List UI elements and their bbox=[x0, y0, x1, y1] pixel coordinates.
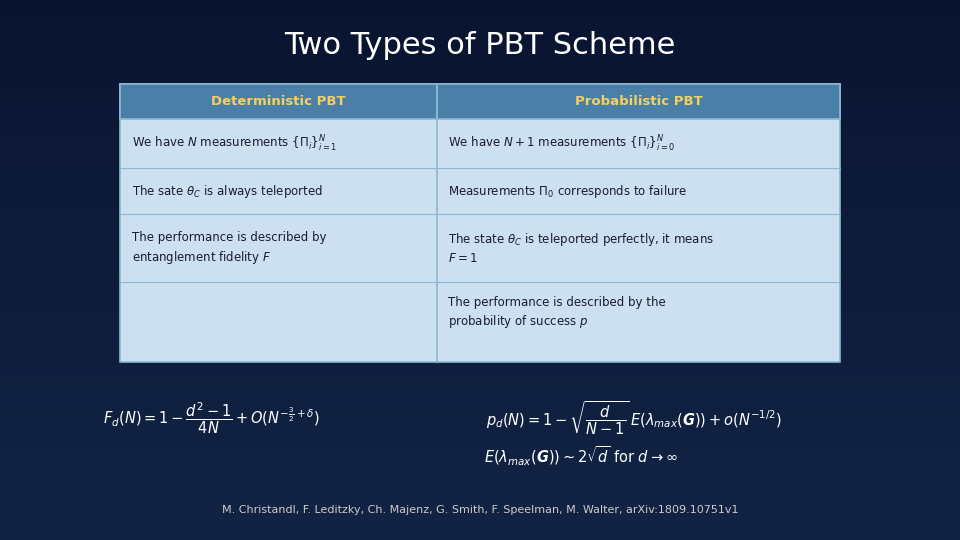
Text: Measurements $\Pi_0$ corresponds to failure: Measurements $\Pi_0$ corresponds to fail… bbox=[448, 183, 687, 200]
Text: The sate $\theta_C$ is always teleported: The sate $\theta_C$ is always teleported bbox=[132, 183, 323, 200]
FancyBboxPatch shape bbox=[120, 84, 437, 119]
Text: Deterministic PBT: Deterministic PBT bbox=[211, 94, 346, 108]
FancyBboxPatch shape bbox=[120, 84, 840, 362]
Text: Probabilistic PBT: Probabilistic PBT bbox=[574, 94, 703, 108]
Text: We have $N+1$ measurements $\{\Pi_i\}_{i=0}^{N}$: We have $N+1$ measurements $\{\Pi_i\}_{i… bbox=[448, 133, 676, 154]
Text: $F_d(N) = 1 - \dfrac{d^2-1}{4N} + O(N^{-\frac{3}{2}+\delta})$: $F_d(N) = 1 - \dfrac{d^2-1}{4N} + O(N^{-… bbox=[103, 401, 320, 436]
Text: Two Types of PBT Scheme: Two Types of PBT Scheme bbox=[284, 31, 676, 60]
FancyBboxPatch shape bbox=[437, 84, 840, 119]
Text: $E(\lambda_{max}(\boldsymbol{G}))\sim 2\sqrt{d}\text{ for }d\to\infty$: $E(\lambda_{max}(\boldsymbol{G}))\sim 2\… bbox=[484, 444, 678, 468]
Text: $p_d(N) = 1 - \sqrt{\dfrac{d}{N-1}}\,E(\lambda_{max}(\boldsymbol{G})) + o(N^{-1/: $p_d(N) = 1 - \sqrt{\dfrac{d}{N-1}}\,E(\… bbox=[486, 400, 781, 437]
Text: The performance is described by
entanglement fidelity $F$: The performance is described by entangle… bbox=[132, 231, 326, 266]
Text: We have $N$ measurements $\{\Pi_i\}_{i=1}^{N}$: We have $N$ measurements $\{\Pi_i\}_{i=1… bbox=[132, 133, 337, 154]
Text: M. Christandl, F. Leditzky, Ch. Majenz, G. Smith, F. Speelman, M. Walter, arXiv:: M. Christandl, F. Leditzky, Ch. Majenz, … bbox=[222, 505, 738, 515]
Text: The performance is described by the
probability of success $p$: The performance is described by the prob… bbox=[448, 295, 666, 330]
Text: The state $\theta_C$ is teleported perfectly, it means
$F=1$: The state $\theta_C$ is teleported perfe… bbox=[448, 231, 714, 265]
